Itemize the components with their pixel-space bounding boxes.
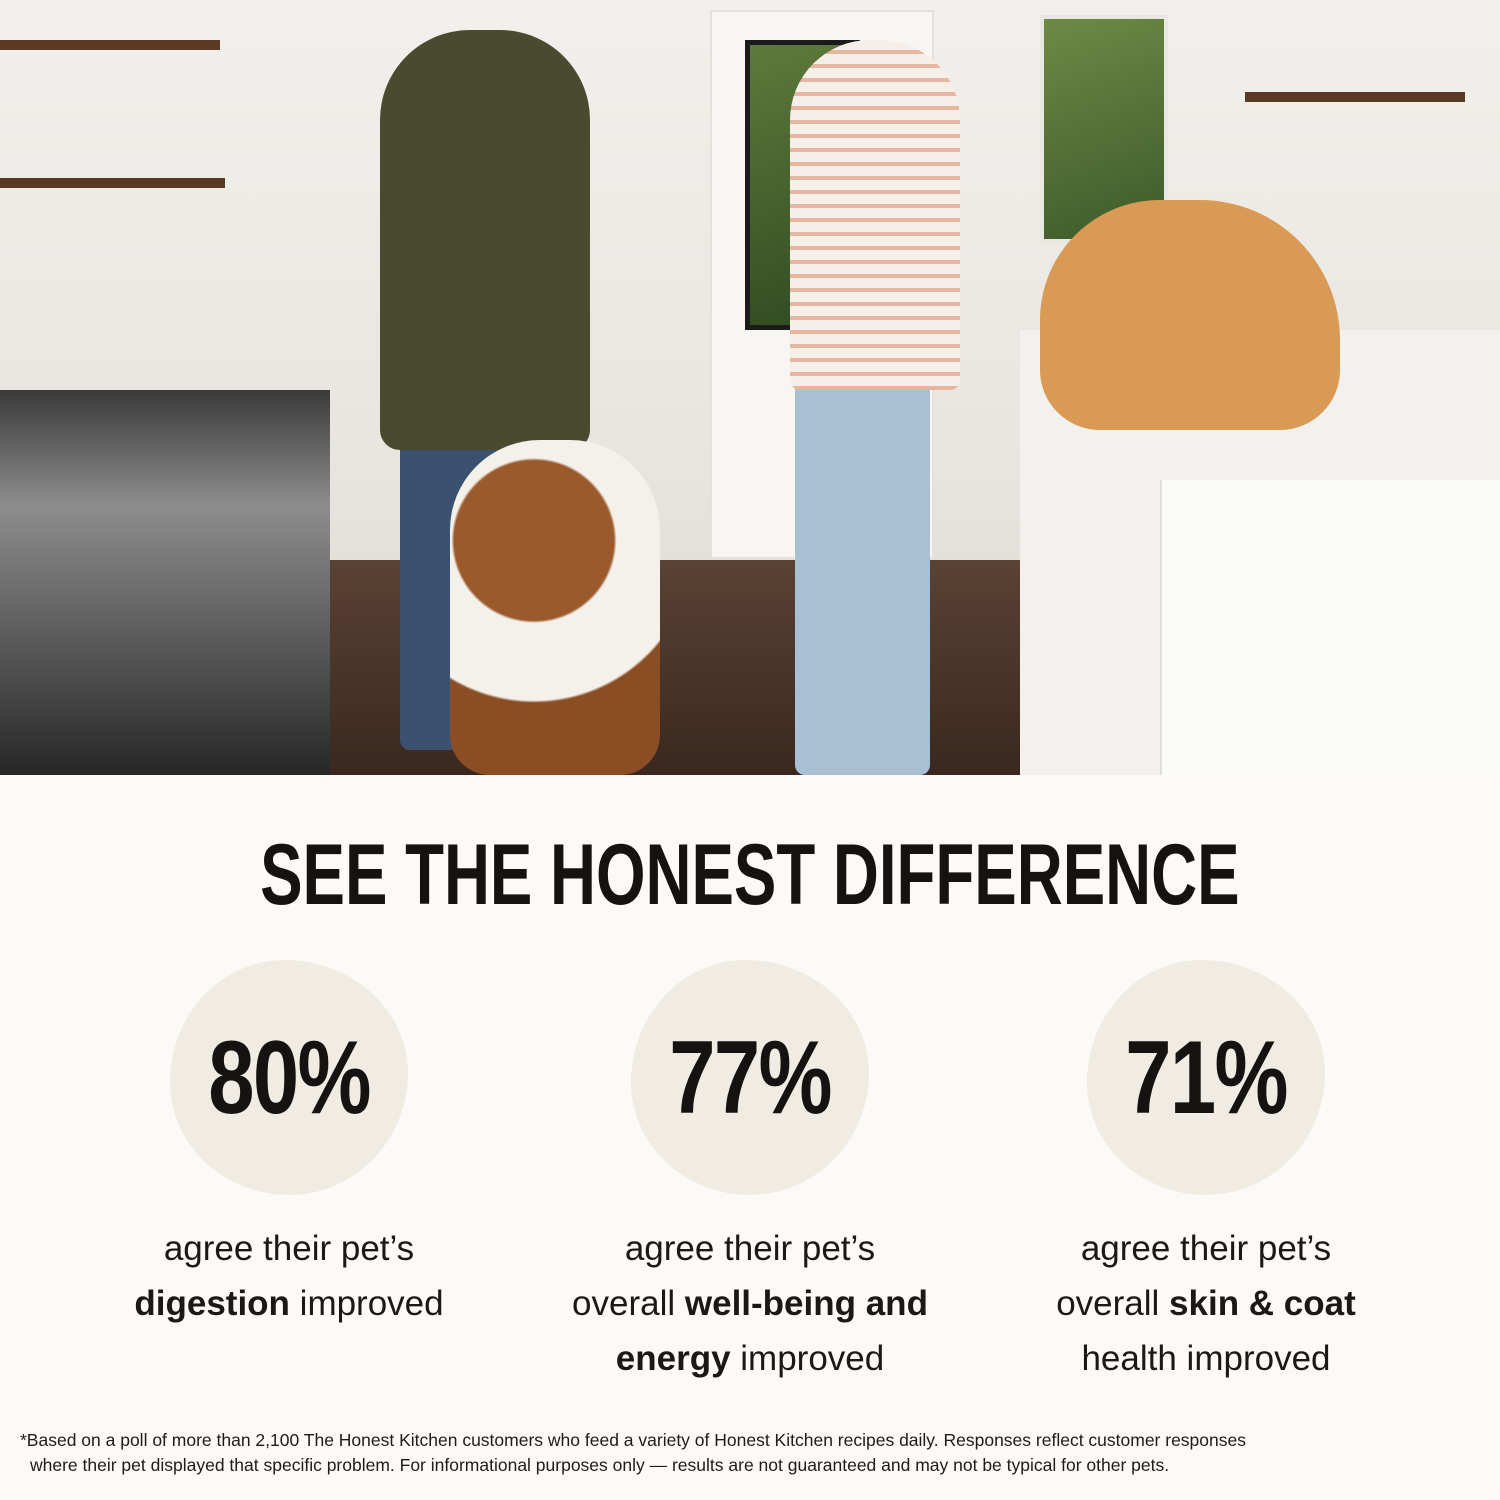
- stat-description: agree their pet’s digestion improved: [59, 1221, 519, 1331]
- stat-text: improved: [730, 1339, 885, 1378]
- stat-2: 71% agree their pet’s overall skin & coat h…: [976, 960, 1436, 1386]
- stat-highlight: digestion: [134, 1284, 290, 1323]
- stat-description: agree their pet’s overall well-being and e…: [520, 1221, 980, 1386]
- stat-description-line: overall well-being and: [520, 1276, 980, 1331]
- dog: [450, 440, 660, 775]
- stat-description-line: health improved: [976, 1331, 1436, 1386]
- stat-text: agree their pet’s: [624, 1229, 876, 1268]
- stat-description-line: agree their pet’s: [59, 1221, 519, 1276]
- stat-description-line: agree their pet’s: [976, 1221, 1436, 1276]
- stat-value: 77%: [669, 1019, 832, 1136]
- stat-text: overall: [1056, 1284, 1170, 1323]
- stat-blob: 71%: [1087, 960, 1325, 1195]
- footnote: *Based on a poll of more than 2,100 The …: [20, 1428, 1480, 1478]
- woman-legs: [795, 380, 930, 775]
- man: [380, 30, 590, 450]
- stat-text: agree their pet’s: [163, 1229, 415, 1268]
- stat-description: agree their pet’s overall skin & coat heal…: [976, 1221, 1436, 1386]
- stat-0: 80% agree their pet’s digestion improved: [59, 960, 519, 1331]
- sink: [1160, 480, 1500, 775]
- stat-value: 71%: [1125, 1019, 1288, 1136]
- hero-photo: [0, 0, 1500, 775]
- stat-text: improved: [289, 1284, 444, 1323]
- woman: [790, 40, 960, 390]
- headline: SEE THE HONEST DIFFERENCE: [260, 827, 1240, 923]
- stat-text: agree their pet’s: [1080, 1229, 1332, 1268]
- stat-description-line: digestion improved: [59, 1276, 519, 1331]
- shelf: [1245, 92, 1465, 102]
- stat-highlight: well-being and: [684, 1284, 928, 1323]
- stat-blob: 80%: [170, 960, 408, 1195]
- cat: [1040, 200, 1340, 430]
- shelf: [0, 178, 225, 188]
- stat-description-line: energy improved: [520, 1331, 980, 1386]
- stat-text: health improved: [1081, 1339, 1331, 1378]
- stat-description-line: overall skin & coat: [976, 1276, 1436, 1331]
- shelf: [0, 40, 220, 50]
- stat-description-line: agree their pet’s: [520, 1221, 980, 1276]
- stove: [0, 390, 330, 775]
- stat-blob: 77%: [631, 960, 869, 1195]
- stat-highlight: skin & coat: [1169, 1284, 1356, 1323]
- stat-value: 80%: [208, 1019, 371, 1136]
- stat-highlight: energy: [615, 1339, 731, 1378]
- footnote-line-1: *Based on a poll of more than 2,100 The …: [20, 1430, 1246, 1450]
- footnote-line-2: where their pet displayed that specific …: [30, 1455, 1170, 1475]
- stat-text: overall: [572, 1284, 685, 1323]
- stat-1: 77% agree their pet’s overall well-being a…: [520, 960, 980, 1386]
